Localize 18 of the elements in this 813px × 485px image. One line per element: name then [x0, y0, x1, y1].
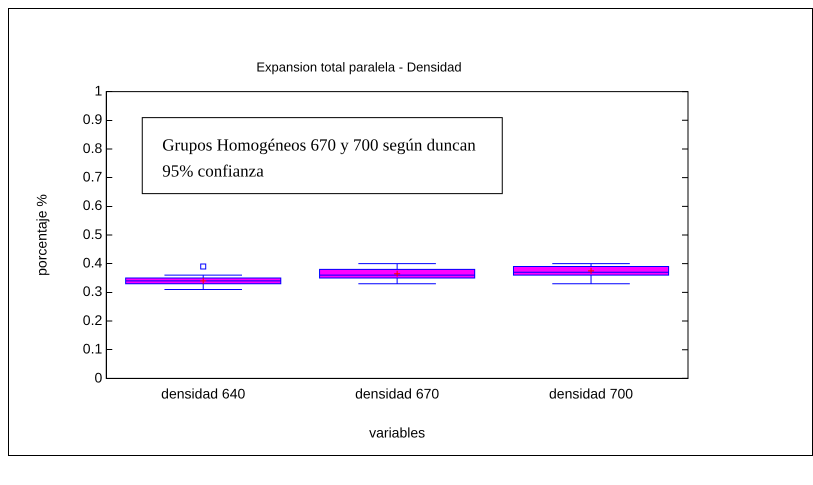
y-tick-label: 0.1	[82, 340, 102, 357]
chart-title: Expansion total paralela - Densidad	[256, 59, 462, 74]
y-axis-title: porcentaje %	[33, 194, 50, 276]
y-tick-label: 1	[94, 82, 102, 98]
y-tick-label: 0.4	[82, 254, 102, 271]
x-tick-label: densidad 700	[549, 386, 634, 402]
x-axis-title: variables	[369, 424, 426, 440]
y-tick-label: 0.5	[82, 226, 102, 242]
y-tick-label: 0.9	[82, 111, 102, 128]
x-tick-label: densidad 670	[355, 386, 440, 402]
y-tick-label: 0.7	[82, 168, 102, 184]
y-tick-label: 0	[94, 369, 102, 386]
y-tick-label: 0.6	[82, 197, 102, 214]
y-tick-label: 0.3	[82, 283, 102, 300]
y-tick-label: 0.8	[82, 140, 102, 156]
x-tick-label: densidad 640	[161, 386, 246, 402]
annotation: Grupos Homogéneos 670 y 700 según duncan 95% confianza	[162, 136, 476, 181]
y-tick-label: 0.2	[82, 312, 102, 328]
